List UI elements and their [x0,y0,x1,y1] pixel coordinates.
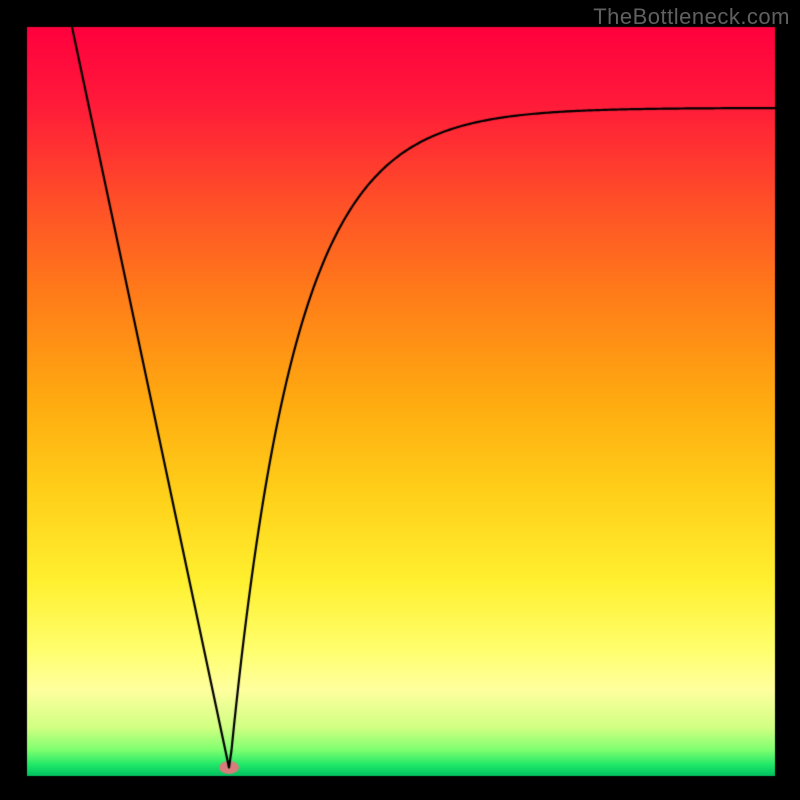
bottleneck-gradient-chart [0,0,800,800]
watermark-label: TheBottleneck.com [593,4,790,30]
chart-container: TheBottleneck.com [0,0,800,800]
